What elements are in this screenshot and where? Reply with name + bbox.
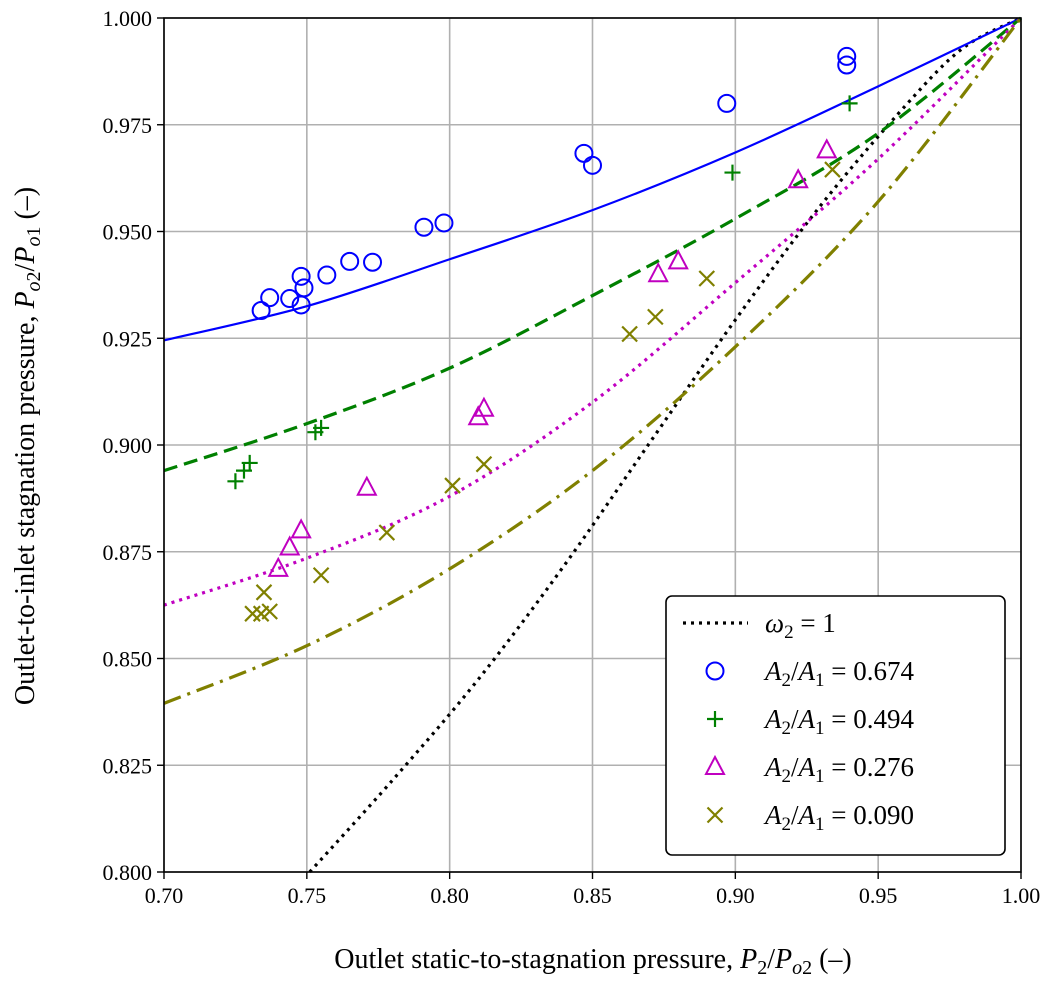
data-point-triangle <box>667 249 689 270</box>
legend-label-0674: A2/A1 = 0.674 <box>763 656 914 691</box>
data-point-circle <box>583 155 602 175</box>
legend-label-0494: A2/A1 = 0.494 <box>763 704 914 739</box>
data-point-plus <box>724 164 741 181</box>
legend-box <box>665 595 1006 856</box>
data-point-x <box>312 566 330 584</box>
data-point-circle <box>837 55 857 75</box>
data-point-circle <box>251 300 271 320</box>
data-point-triangle <box>290 518 312 539</box>
data-point-triangle <box>816 138 838 159</box>
data-point-circle <box>574 143 594 163</box>
model-curves <box>163 16 1023 874</box>
legend-label-omega: ω2 = 1 <box>765 608 836 643</box>
x-tick-label: 1.00 <box>1002 883 1041 908</box>
legend-keys <box>683 621 748 824</box>
axis-ticks: 0.70 0.75 0.80 0.85 0.90 0.95 1.00 0.800 0.825 0.… <box>103 6 1041 908</box>
data-point-circle <box>414 217 434 237</box>
data-point-x <box>255 584 273 601</box>
y-tick-label: 0.950 <box>103 220 153 245</box>
data-point-circle <box>363 252 383 272</box>
data-point-plus <box>241 454 258 471</box>
legend-key-triangle <box>704 754 726 775</box>
data-point-circle <box>434 213 454 233</box>
y-tick-label: 0.800 <box>103 860 153 885</box>
data-point-triangle <box>647 262 669 283</box>
data-point-plus <box>227 473 244 490</box>
model-curve-2 <box>163 16 1023 473</box>
data-point-x <box>647 308 664 326</box>
y-tick-label: 0.850 <box>103 647 153 672</box>
legend-label-0090: A2/A1 = 0.090 <box>763 800 914 835</box>
legend-key-plus <box>707 711 723 727</box>
x-tick-label: 0.90 <box>716 883 755 908</box>
legend-key-circle <box>705 661 725 681</box>
y-tick-label: 0.900 <box>103 433 153 458</box>
x-tick-label: 0.85 <box>573 883 612 908</box>
data-point-circle <box>294 278 314 298</box>
y-axis-title: Outlet-to-inlet stagnation pressure, Po2… <box>10 187 45 705</box>
data-point-x <box>475 455 493 473</box>
y-tick-label: 0.925 <box>103 326 153 351</box>
data-point-circle <box>291 266 311 286</box>
gridlines <box>163 17 1022 873</box>
x-tick-label: 0.95 <box>859 883 898 908</box>
data-point-circle <box>837 46 857 66</box>
data-point-x <box>378 524 396 541</box>
data-point-triangle <box>787 168 809 189</box>
x-tick-label: 0.70 <box>145 883 184 908</box>
x-tick-label: 0.80 <box>430 883 469 908</box>
data-point-circle <box>717 93 737 113</box>
data-point-circle <box>280 289 300 309</box>
y-tick-label: 0.825 <box>103 753 153 778</box>
data-point-x <box>621 325 638 343</box>
y-tick-label: 0.875 <box>103 540 153 565</box>
data-point-x <box>261 603 278 620</box>
data-point-x <box>824 161 841 178</box>
model-curve-4 <box>163 17 1023 705</box>
data-point-x <box>698 270 716 287</box>
data-point-triangle <box>267 556 289 577</box>
y-tick-label: 0.975 <box>103 113 153 138</box>
data-point-x <box>444 477 461 494</box>
data-point-circle <box>317 265 337 285</box>
data-markers <box>227 46 858 622</box>
y-tick-label: 1.000 <box>103 6 153 31</box>
data-point-triangle <box>279 535 301 556</box>
data-point-circle <box>340 251 360 271</box>
x-axis-title: Outlet static-to-stagnation pressure, P2… <box>334 944 852 979</box>
data-point-plus <box>841 95 858 112</box>
legend: ω2 = 1 A2/A1 = 0.674 A2/A1 = 0.494 A2/A1… <box>665 595 1006 856</box>
data-point-triangle <box>356 475 378 496</box>
data-point-plus <box>313 419 330 436</box>
data-point-circle <box>260 288 280 308</box>
x-tick-label: 0.75 <box>288 883 327 908</box>
legend-label-0276: A2/A1 = 0.276 <box>763 752 914 787</box>
data-point-triangle <box>473 396 495 417</box>
data-point-x <box>244 605 261 622</box>
legend-key-x <box>706 806 724 824</box>
model-curve-1 <box>163 17 1022 342</box>
